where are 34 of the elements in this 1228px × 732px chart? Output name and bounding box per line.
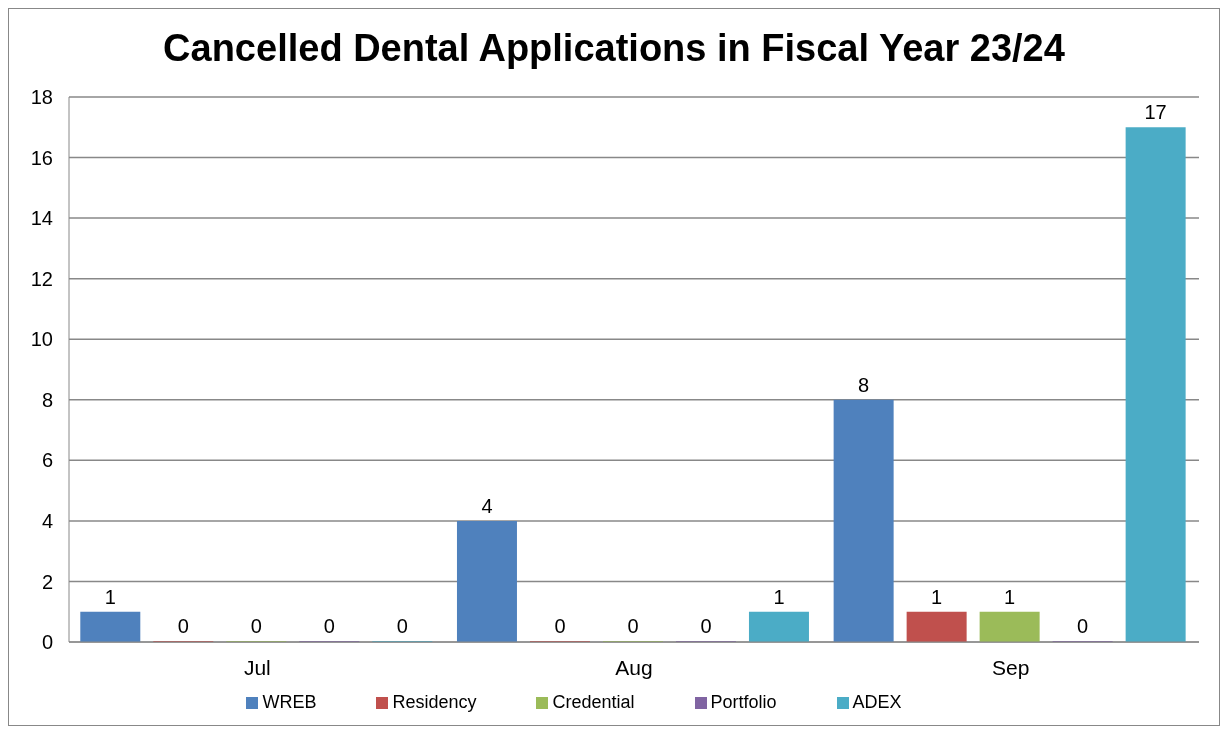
chart-title: Cancelled Dental Applications in Fiscal Year 23/24	[162, 26, 1066, 71]
legend-label: Credential	[552, 692, 635, 712]
data-label: 0	[323, 615, 335, 637]
data-label: 0	[700, 615, 712, 637]
y-tick-label: 10	[30, 328, 53, 351]
y-tick-label: 6	[41, 449, 53, 472]
legend-label: Residency	[392, 692, 477, 712]
data-label: 0	[554, 615, 566, 637]
data-label: 1	[773, 585, 785, 608]
data-label: 8	[858, 373, 870, 396]
data-label: 0	[250, 615, 262, 637]
data-label: 0	[627, 615, 639, 637]
data-label: 4	[481, 494, 493, 517]
legend-label: ADEX	[852, 692, 902, 712]
y-tick-label: 14	[30, 207, 53, 230]
data-label: 17	[1144, 101, 1167, 124]
x-tick-label: Jul	[243, 655, 271, 679]
data-label: 1	[104, 585, 116, 608]
data-label: 0	[1077, 615, 1089, 637]
y-tick-label: 4	[41, 509, 53, 532]
x-tick-label: Aug	[615, 655, 653, 679]
y-tick-label: 18	[30, 86, 53, 109]
y-tick-label: 0	[41, 631, 53, 654]
x-tick-label: Sep	[991, 655, 1030, 679]
y-tick-label: 2	[41, 570, 53, 593]
legend-label: Portfolio	[710, 692, 777, 712]
y-tick-label: 16	[30, 146, 53, 169]
y-tick-label: 12	[30, 267, 53, 290]
data-label: 0	[396, 615, 408, 637]
data-label: 1	[931, 585, 943, 608]
data-label: 1	[1004, 585, 1016, 608]
y-tick-label: 8	[41, 388, 53, 411]
data-label: 0	[177, 615, 189, 637]
legend-label: WREB	[262, 692, 317, 712]
